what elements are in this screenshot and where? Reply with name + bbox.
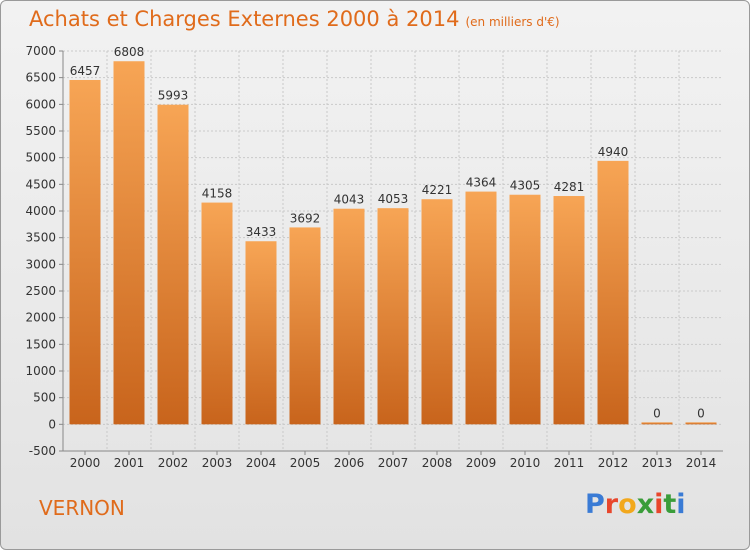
bar-2008 xyxy=(421,199,453,425)
data-label-2003: 4158 xyxy=(202,187,233,201)
x-tick-labels: 2000 2001 2002 2003 2004 2005 2006 2007 2008 2009… xyxy=(70,456,717,470)
x-tick-label: 2002 xyxy=(158,456,189,470)
data-label-2011: 4281 xyxy=(554,180,585,194)
y-tick-label: 3000 xyxy=(25,257,56,271)
chart-subtitle: (en milliers d'€) xyxy=(465,15,560,29)
y-tick-label: 6500 xyxy=(25,71,56,85)
logo-letter: t xyxy=(663,489,677,520)
y-tick-label: 0 xyxy=(48,417,56,431)
x-tick-label: 2012 xyxy=(598,456,629,470)
y-tick-labels: -500 0 500 1000 1500 2000 2500 3000 3500 4000 4500… xyxy=(25,44,56,458)
x-tick-label: 2003 xyxy=(202,456,233,470)
y-tick-label: 1500 xyxy=(25,337,56,351)
y-tick-label: 4000 xyxy=(25,204,56,218)
x-tick-label: 2011 xyxy=(554,456,585,470)
logo-letter: x xyxy=(636,489,655,520)
y-tick-label: 3500 xyxy=(25,231,56,245)
data-label-2000: 6457 xyxy=(70,64,101,78)
data-label-2012: 4940 xyxy=(598,145,629,159)
data-label-2010: 4305 xyxy=(510,179,541,193)
y-tick-label: -500 xyxy=(29,444,56,458)
bar-2009 xyxy=(465,191,497,425)
y-tick-label: 7000 xyxy=(25,44,56,58)
y-tick-label: 6000 xyxy=(25,97,56,111)
y-tick-label: 2500 xyxy=(25,284,56,298)
data-label-2014: 0 xyxy=(697,406,705,420)
bar-2003 xyxy=(201,202,233,425)
y-tick-label: 5500 xyxy=(25,124,56,138)
x-tick-label: 2000 xyxy=(70,456,101,470)
location-label: VERNON xyxy=(39,496,125,520)
x-tick-label: 2005 xyxy=(290,456,321,470)
logo-letter: i xyxy=(654,489,664,520)
data-label-2002: 5993 xyxy=(158,89,189,103)
data-labels: 6457 6808 5993 4158 3433 3692 4043 4053 4221 4364… xyxy=(70,45,705,420)
bars xyxy=(69,61,717,425)
x-tick-label: 2008 xyxy=(422,456,453,470)
data-label-2001: 6808 xyxy=(114,45,145,59)
bar-2006 xyxy=(333,208,365,425)
x-tick-label: 2010 xyxy=(510,456,541,470)
y-tick-label: 1000 xyxy=(25,364,56,378)
data-label-2004: 3433 xyxy=(246,225,277,239)
bar-2010 xyxy=(509,194,541,425)
data-label-2009: 4364 xyxy=(466,176,497,190)
logo-letter: P xyxy=(585,489,605,520)
bar-2002 xyxy=(157,104,189,425)
x-tick-label: 2006 xyxy=(334,456,365,470)
data-label-2005: 3692 xyxy=(290,211,321,225)
bar-2000 xyxy=(69,79,101,425)
data-label-2007: 4053 xyxy=(378,192,409,206)
bar-2007 xyxy=(377,208,409,425)
y-tick-label: 4500 xyxy=(25,177,56,191)
x-tick-label: 2013 xyxy=(642,456,673,470)
chart-title-text: Achats et Charges Externes 2000 à 2014 xyxy=(29,7,460,31)
data-label-2006: 4043 xyxy=(334,193,365,207)
y-tick-label: 2000 xyxy=(25,311,56,325)
x-tick-label: 2014 xyxy=(686,456,717,470)
logo-letter: r xyxy=(604,489,619,520)
bar-2014 xyxy=(685,422,717,425)
data-label-2013: 0 xyxy=(653,406,661,420)
logo-letter: i xyxy=(676,489,686,520)
bar-2011 xyxy=(553,196,585,425)
x-tick-label: 2001 xyxy=(114,456,145,470)
x-tick-label: 2007 xyxy=(378,456,409,470)
y-tick-label: 5000 xyxy=(25,151,56,165)
x-tick-label: 2009 xyxy=(466,456,497,470)
bar-2005 xyxy=(289,227,321,425)
y-tick-label: 500 xyxy=(33,391,56,405)
chart-title: Achats et Charges Externes 2000 à 2014 (e… xyxy=(29,7,560,31)
logo-letter: o xyxy=(618,489,637,520)
bar-2012 xyxy=(597,160,629,425)
proxiti-logo: Proxiti xyxy=(585,489,686,520)
data-label-2008: 4221 xyxy=(422,183,453,197)
axes xyxy=(59,50,723,455)
bar-2013 xyxy=(641,422,673,425)
bar-2004 xyxy=(245,241,277,425)
x-tick-label: 2004 xyxy=(246,456,277,470)
bar-2001 xyxy=(113,61,145,425)
